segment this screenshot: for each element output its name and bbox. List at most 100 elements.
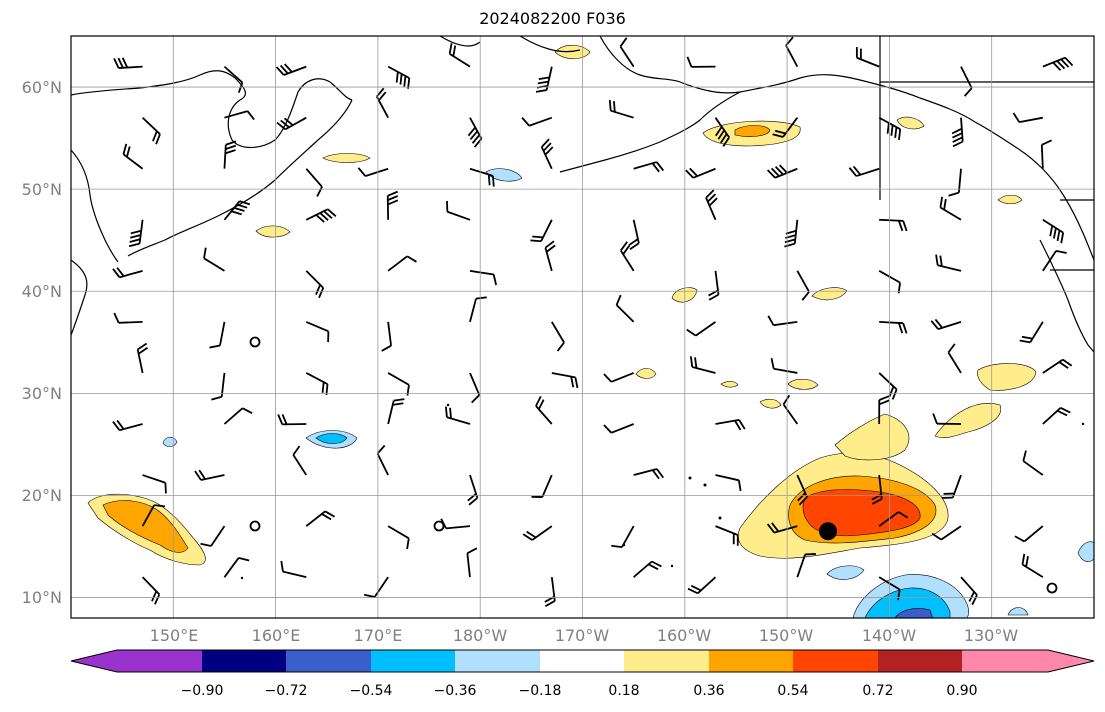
- wind-barb: [620, 241, 635, 272]
- wind-barb: [784, 219, 799, 248]
- warm-region-small-11: [720, 381, 739, 388]
- wind-barb: [113, 57, 143, 69]
- warm-region-small-2: [322, 153, 371, 163]
- wind-barb: [766, 522, 798, 534]
- lon-label-170w: 170°W: [554, 626, 610, 645]
- calm-circle: [249, 520, 261, 532]
- wind-barb: [796, 553, 816, 578]
- wind-barb: [280, 560, 307, 579]
- cool-deep-south: [894, 608, 933, 618]
- wind-barb: [466, 547, 478, 578]
- wind-barb: [544, 577, 556, 607]
- wind-barb: [467, 474, 479, 506]
- colorbar-tick-label: −0.72: [264, 683, 308, 699]
- wind-barb: [687, 576, 717, 595]
- wind-barb: [772, 117, 799, 138]
- cool-region-south-2: [1007, 607, 1029, 616]
- wind-barb: [1021, 553, 1044, 578]
- colorbar-tick-label: 0.54: [777, 683, 809, 699]
- lon-label-150e: 150°E: [149, 626, 199, 645]
- wind-barb: [211, 372, 226, 401]
- lat-label-40n: 40°N: [21, 282, 62, 301]
- wind-barb: [715, 474, 742, 492]
- wind-barb: [942, 474, 962, 499]
- storm-center-marker: [819, 522, 838, 541]
- wind-barb: [714, 117, 730, 147]
- wind-barb: [141, 576, 161, 605]
- wind-barb: [1019, 321, 1044, 344]
- map-title: 2024082200 F036: [479, 9, 626, 28]
- japan-coast: [71, 149, 119, 336]
- wind-barb: [200, 525, 226, 547]
- wind-barb: [715, 525, 739, 546]
- wind-barb: [633, 161, 665, 173]
- wind-barb: [785, 36, 799, 68]
- wind-barb: [387, 65, 411, 89]
- wind-barb: [305, 208, 337, 223]
- wind-barb: [223, 200, 251, 221]
- wind-barb: [1042, 219, 1065, 244]
- wind-barb: [387, 398, 405, 425]
- wind-barb: [848, 165, 880, 177]
- colorbar-tick-label: 0.36: [693, 683, 725, 699]
- wind-barb: [782, 394, 799, 425]
- colorbar-tick-label: −0.90: [180, 683, 224, 699]
- lon-label-160w: 160°W: [656, 626, 712, 645]
- wind-barb: [224, 110, 255, 121]
- wind-barb: [128, 219, 144, 248]
- warm-region-north: [834, 413, 910, 461]
- gridlines: [71, 36, 1094, 618]
- wind-barb: [446, 200, 471, 221]
- lon-label-130w: 130°W: [963, 626, 1019, 645]
- wind-barb: [194, 469, 225, 481]
- wind-barb: [633, 468, 664, 480]
- wind-barb: [223, 65, 244, 93]
- warm-region-small-4: [811, 287, 848, 301]
- cool-region-3: [826, 565, 865, 580]
- wind-barb: [619, 37, 635, 68]
- wind-barb: [951, 117, 964, 148]
- siberia-coast: [439, 36, 1094, 261]
- cool-region-5: [1077, 541, 1094, 562]
- wind-barb: [1042, 358, 1073, 374]
- warm-core-west-pacific: [102, 500, 189, 553]
- wind-barb: [770, 357, 798, 374]
- wind-barb: [930, 318, 962, 330]
- calm-circle: [249, 336, 261, 348]
- wind-barb: [112, 419, 143, 432]
- wind-barb: [796, 270, 810, 301]
- wind-barb: [387, 372, 410, 396]
- lon-label-140w: 140°W: [861, 626, 917, 645]
- lon-label-150w: 150°W: [758, 626, 814, 645]
- wind-barb: [715, 419, 746, 431]
- wind-barb: [705, 189, 718, 221]
- wind-barb: [551, 321, 565, 352]
- wind-barb: [469, 372, 481, 404]
- wind-barb: [878, 511, 909, 527]
- wind-barb: [608, 99, 634, 119]
- wind-barb: [1040, 139, 1052, 169]
- wind-barb: [376, 87, 389, 119]
- wind-barb: [376, 444, 389, 476]
- anomaly-shading: [87, 44, 1094, 618]
- wind-barb: [223, 556, 250, 578]
- wind-barb: [767, 315, 798, 327]
- wind-barb: [223, 407, 253, 425]
- lat-label-50n: 50°N: [21, 180, 62, 199]
- wind-barb: [685, 167, 716, 179]
- alaska-peninsula: [559, 91, 741, 173]
- colorbar-tick-label: 0.18: [608, 683, 640, 699]
- calm-circle: [433, 520, 445, 532]
- colorbar-tick-label: −0.36: [433, 683, 477, 699]
- lon-label-180w: 180°W: [452, 626, 508, 645]
- wind-barb: [939, 196, 962, 221]
- wind-barb: [947, 343, 962, 374]
- wind-barb: [960, 66, 973, 97]
- wind-barb: [467, 117, 483, 148]
- wind-barb: [855, 46, 880, 68]
- wind-barb: [686, 56, 716, 68]
- colorbar-tick-label: −0.54: [349, 683, 393, 699]
- wind-barb: [292, 445, 308, 476]
- wind-barb: [521, 116, 553, 127]
- wind-barb: [530, 219, 553, 243]
